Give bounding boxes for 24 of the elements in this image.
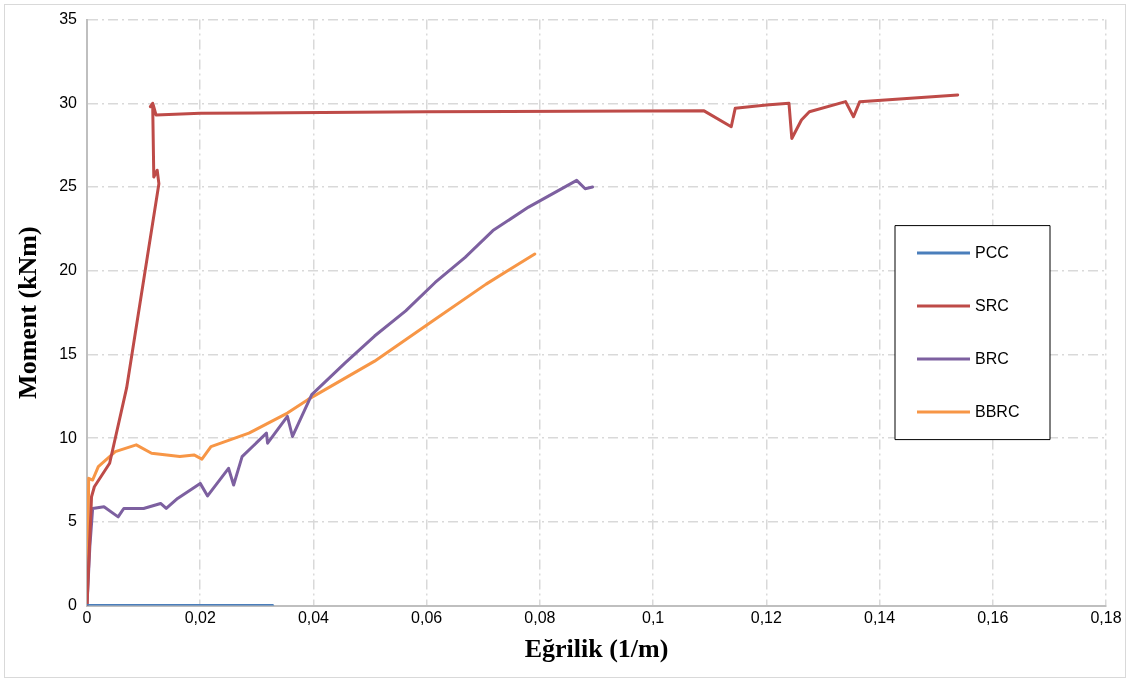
y-axis-title: Moment (kNm): [13, 226, 43, 399]
x-tick-label: 0,14: [863, 608, 896, 626]
x-tick-label: 0,18: [1090, 608, 1122, 626]
y-tick-label: 10: [59, 428, 78, 446]
x-tick-label: 0,04: [297, 608, 330, 626]
y-tick-label: 20: [59, 261, 78, 279]
x-tick-label: 0,02: [184, 608, 216, 626]
x-tick-label: 0,1: [641, 608, 665, 626]
legend-label: BBRC: [975, 402, 1020, 420]
x-tick-label: 0,16: [977, 608, 1009, 626]
y-tick-label: 25: [59, 177, 78, 195]
x-tick-label: 0,06: [411, 608, 443, 626]
x-tick-label: 0,08: [524, 608, 556, 626]
x-tick-label: 0,12: [750, 608, 782, 626]
legend-label: BRC: [975, 349, 1009, 367]
legend-label: PCC: [975, 243, 1009, 261]
x-axis-title: Eğrilik (1/m): [524, 634, 669, 664]
y-tick-label: 30: [59, 93, 78, 111]
x-tick-label: 0: [82, 608, 92, 626]
y-tick-label: 5: [68, 512, 78, 530]
y-tick-label: 35: [59, 10, 78, 28]
legend-label: SRC: [975, 296, 1009, 314]
y-tick-label: 0: [68, 596, 78, 614]
y-tick-label: 15: [59, 344, 78, 362]
